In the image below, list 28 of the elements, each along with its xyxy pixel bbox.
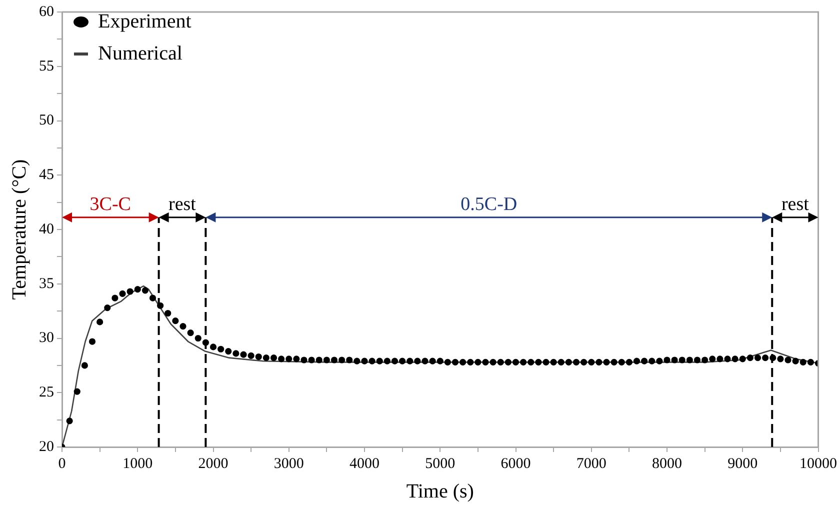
x-tick-label: 1000 bbox=[122, 456, 153, 472]
y-tick-label: 20 bbox=[39, 438, 54, 455]
annotation: 0.5C-D bbox=[460, 194, 518, 215]
annotation: rest bbox=[781, 194, 810, 215]
x-tick-label: 10000 bbox=[800, 456, 837, 472]
y-tick-label: 55 bbox=[39, 58, 54, 74]
x-tick-label: 0 bbox=[58, 456, 66, 472]
x-tick-label: 5000 bbox=[425, 456, 456, 472]
legend-label: Experiment bbox=[98, 10, 192, 32]
y-tick-label: 40 bbox=[39, 221, 54, 238]
y-tick-label: 35 bbox=[39, 276, 54, 292]
x-tick-label: 3000 bbox=[274, 456, 304, 472]
x-tick-label: 4000 bbox=[350, 456, 380, 472]
y-axis-title: Temperature (°C) bbox=[8, 159, 30, 300]
annotation: rest bbox=[168, 194, 197, 215]
legend-label: Numerical bbox=[98, 42, 183, 64]
x-tick-label: 9000 bbox=[728, 456, 758, 472]
y-tick-label: 50 bbox=[39, 112, 54, 129]
x-tick-label: 2000 bbox=[198, 456, 228, 472]
x-axis-title: Time (s) bbox=[406, 480, 474, 502]
y-tick-label: 60 bbox=[39, 4, 54, 20]
y-tick-label: 45 bbox=[39, 167, 54, 184]
x-tick-label: 7000 bbox=[576, 456, 606, 472]
x-tick-label: 6000 bbox=[500, 456, 531, 472]
y-tick-label: 25 bbox=[39, 384, 54, 401]
annotation: 3C-C bbox=[90, 194, 131, 215]
y-tick-label: 30 bbox=[39, 330, 54, 346]
x-tick-label: 8000 bbox=[652, 456, 682, 472]
